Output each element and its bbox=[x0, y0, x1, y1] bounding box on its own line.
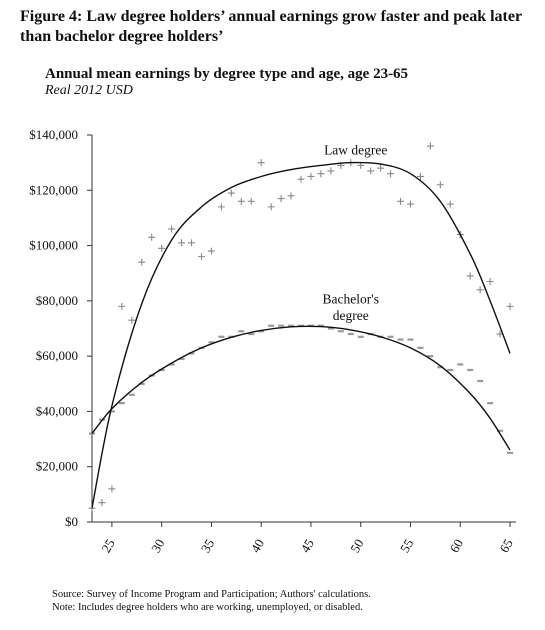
x-tick-label: 60 bbox=[447, 536, 466, 555]
law-degree-point bbox=[217, 203, 225, 211]
notes: Source: Survey of Income Program and Par… bbox=[52, 588, 371, 614]
bachelor-degree-fit-curve bbox=[91, 325, 511, 451]
law-degree-point bbox=[178, 239, 186, 247]
law-degree-point bbox=[277, 195, 285, 203]
law-degree-point bbox=[158, 244, 166, 252]
law-degree-point bbox=[476, 286, 484, 294]
includes-note: Note: Includes degree holders who are wo… bbox=[52, 602, 363, 613]
y-tick-label: $80,000 bbox=[36, 293, 78, 308]
y-tick-label: $120,000 bbox=[29, 182, 78, 197]
law-degree-point bbox=[168, 225, 176, 233]
law-degree-point bbox=[436, 181, 444, 189]
law-degree-point bbox=[118, 302, 126, 310]
law-degree-point bbox=[506, 302, 514, 310]
law-degree-point bbox=[486, 278, 494, 286]
law-degree-point bbox=[227, 189, 235, 197]
figure-title: Figure 4: Law degree holders’ annual ear… bbox=[20, 8, 522, 45]
y-tick-label: $0 bbox=[65, 514, 78, 529]
law-degree-point bbox=[138, 258, 146, 266]
x-tick-label: 50 bbox=[347, 536, 366, 555]
law-degree-point bbox=[446, 200, 454, 208]
chart-title: Annual mean earnings by degree type and … bbox=[45, 66, 409, 82]
x-tick-label: 45 bbox=[297, 536, 316, 555]
x-tick-label: 65 bbox=[496, 536, 515, 555]
x-tick-label: 55 bbox=[397, 536, 416, 555]
law-degree-point bbox=[267, 203, 275, 211]
source-note: Source: Survey of Income Program and Par… bbox=[52, 589, 371, 600]
law-degree-point bbox=[207, 247, 215, 255]
y-tick-label: $20,000 bbox=[36, 459, 78, 474]
y-tick-label: $100,000 bbox=[29, 238, 78, 253]
x-tick-label: 30 bbox=[148, 536, 167, 555]
law-degree-point bbox=[297, 175, 305, 183]
x-tick-label: 35 bbox=[198, 536, 217, 555]
series-annotation: Law degree bbox=[324, 142, 387, 157]
y-tick-label: $40,000 bbox=[36, 403, 78, 418]
law-degree-point bbox=[128, 316, 136, 324]
law-degree-point bbox=[307, 172, 315, 180]
y-tick-label: $140,000 bbox=[29, 127, 78, 142]
law-degree-point bbox=[466, 272, 474, 280]
law-degree-point bbox=[416, 172, 424, 180]
law-degree-point bbox=[98, 499, 106, 507]
law-degree-point bbox=[397, 197, 405, 205]
law-degree-fit-curve bbox=[91, 161, 511, 509]
law-degree-point bbox=[108, 485, 116, 493]
law-degree-point bbox=[426, 142, 434, 150]
law-degree-point bbox=[257, 159, 265, 167]
law-degree-point bbox=[237, 197, 245, 205]
law-degree-point bbox=[387, 170, 395, 178]
law-degree-point bbox=[367, 167, 375, 175]
law-degree-point bbox=[327, 167, 335, 175]
chart-subtitle: Real 2012 USD bbox=[45, 83, 133, 98]
law-degree-point bbox=[148, 233, 156, 241]
law-degree-point bbox=[247, 197, 255, 205]
law-degree-point bbox=[406, 200, 414, 208]
series-annotation: Bachelor's bbox=[323, 292, 379, 307]
law-degree-point bbox=[377, 164, 385, 172]
series-annotation: degree bbox=[333, 308, 369, 323]
law-degree-point bbox=[188, 239, 196, 247]
x-tick-label: 25 bbox=[98, 536, 117, 555]
law-degree-point bbox=[317, 170, 325, 178]
law-degree-point bbox=[197, 253, 205, 261]
law-degree-point bbox=[287, 192, 295, 200]
y-tick-label: $60,000 bbox=[36, 348, 78, 363]
x-tick-label: 40 bbox=[248, 536, 267, 555]
